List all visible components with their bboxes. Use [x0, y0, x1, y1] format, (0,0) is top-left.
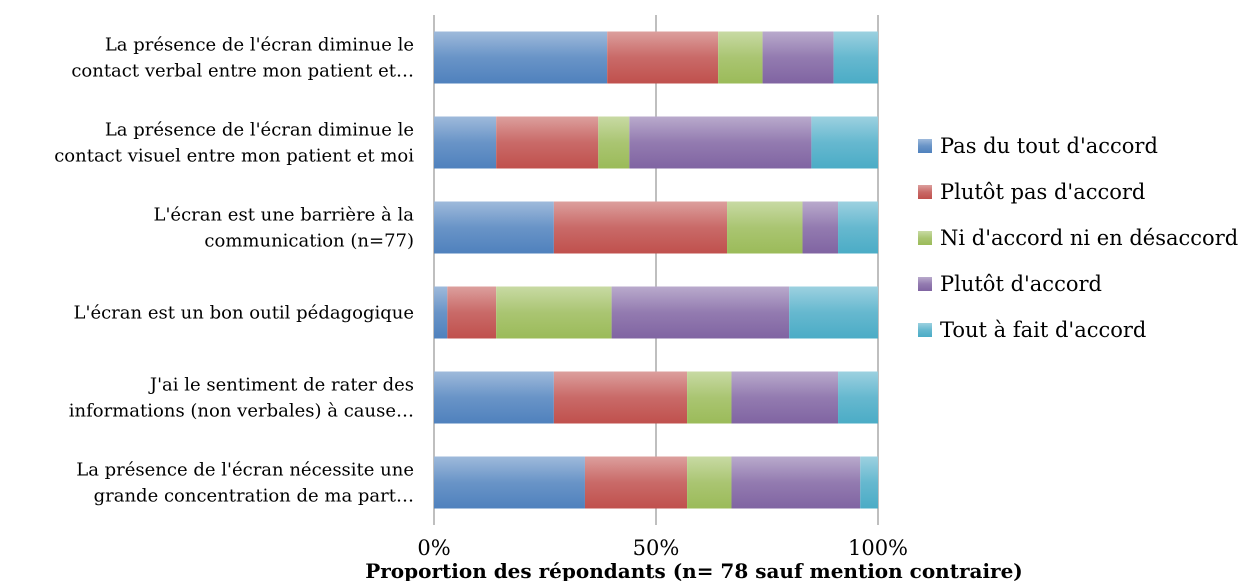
bar-segment [802, 201, 839, 254]
bar-segment [434, 116, 497, 169]
legend-label: Plutôt d'accord [940, 272, 1102, 296]
bar-segment [553, 201, 728, 254]
category-label: communication (n=77) [204, 231, 414, 252]
category-label: La présence de l'écran diminue le [105, 120, 414, 141]
bars [434, 31, 878, 509]
bar-segment [447, 286, 497, 339]
bar-segment [434, 31, 608, 84]
bar-segment [860, 456, 878, 509]
bar-segment [727, 201, 803, 254]
legend-swatch [918, 323, 932, 337]
legend-label: Pas du tout d'accord [940, 134, 1158, 158]
legend-label: Plutôt pas d'accord [940, 180, 1145, 204]
category-labels: La présence de l'écran diminue le contact… [54, 35, 414, 507]
bar-segment [607, 31, 719, 84]
category-label: grande concentration de ma part… [94, 486, 414, 507]
x-tick-label: 50% [633, 536, 680, 560]
bar-segment [434, 286, 448, 339]
legend-label: Ni d'accord ni en désaccord [940, 226, 1238, 250]
legend-swatch [918, 277, 932, 291]
legend-swatch [918, 185, 932, 199]
category-label: contact verbal entre mon patient et… [71, 61, 414, 82]
axes: 0% 50% 100% [417, 536, 908, 560]
bar-segment [789, 286, 878, 339]
bar-segment [718, 31, 763, 84]
bar-segment [434, 201, 554, 254]
bar-segment [811, 116, 878, 169]
x-tick-label: 0% [417, 536, 450, 560]
bar-segment [584, 456, 688, 509]
x-axis-title: Proportion des répondants (n= 78 sauf me… [365, 559, 1023, 581]
category-label: informations (non verbales) à cause… [69, 401, 414, 422]
bar-segment [598, 116, 630, 169]
bar-segment [434, 456, 585, 509]
bar-segment [833, 31, 878, 84]
category-label: La présence de l'écran nécessite une [76, 460, 414, 481]
bar-segment [838, 371, 878, 424]
bar-segment [687, 371, 732, 424]
bar-segment [496, 116, 599, 169]
legend-swatch [918, 231, 932, 245]
bar-segment [629, 116, 812, 169]
bar-segment [731, 456, 861, 509]
bar-segment [687, 456, 732, 509]
category-label: contact visuel entre mon patient et moi [54, 146, 414, 167]
legend-swatch [918, 139, 932, 153]
category-label: L'écran est un bon outil pédagogique [74, 303, 414, 324]
bar-segment [553, 371, 688, 424]
bar-segment [611, 286, 790, 339]
bar-segment [731, 371, 839, 424]
category-label: La présence de l'écran diminue le [105, 35, 414, 56]
bar-segment [496, 286, 612, 339]
category-label: J'ai le sentiment de rater des [148, 375, 414, 396]
bar-segment [434, 371, 554, 424]
x-tick-label: 100% [848, 536, 908, 560]
bar-segment [762, 31, 834, 84]
legend: Pas du tout d'accord Plutôt pas d'accord N… [918, 134, 1238, 342]
gridlines [433, 15, 879, 525]
category-label: L'écran est une barrière à la [154, 205, 415, 226]
legend-label: Tout à fait d'accord [940, 318, 1146, 342]
bar-segment [838, 201, 878, 254]
